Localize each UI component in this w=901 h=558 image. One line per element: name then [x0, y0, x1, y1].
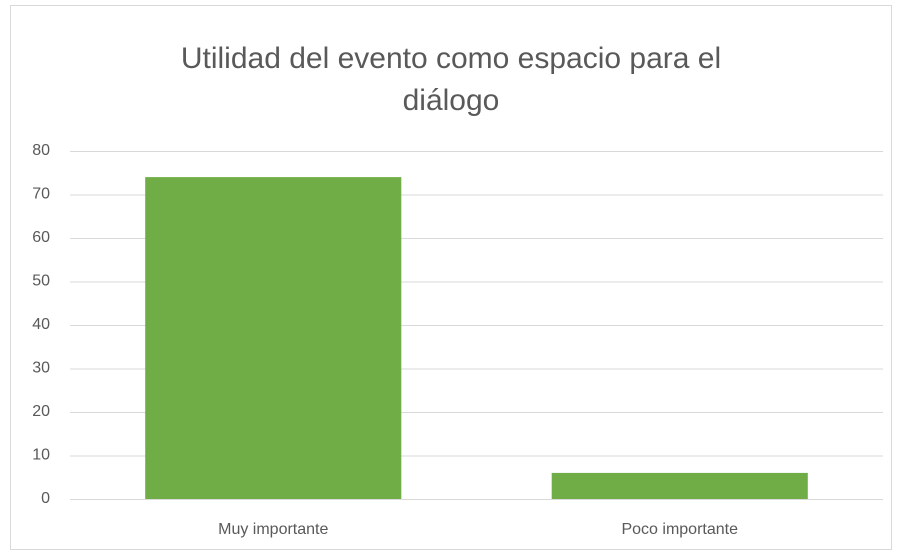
y-tick-label: 40	[32, 316, 50, 333]
y-tick-label: 70	[32, 186, 50, 203]
y-tick-label: 10	[32, 447, 50, 464]
bar	[551, 472, 808, 499]
y-tick-label: 0	[41, 490, 50, 507]
x-tick-label: Poco importante	[621, 521, 738, 538]
y-tick-label: 80	[32, 142, 50, 159]
y-tick-label: 20	[32, 403, 50, 420]
bar	[145, 177, 402, 499]
x-tick-label: Muy importante	[218, 521, 328, 538]
y-tick-label: 30	[32, 360, 50, 377]
y-tick-label: 60	[32, 229, 50, 246]
y-tick-label: 50	[32, 273, 50, 290]
chart-title: Utilidad del evento como espacio para el…	[180, 42, 722, 117]
